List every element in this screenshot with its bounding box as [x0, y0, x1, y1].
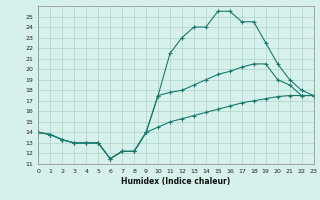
X-axis label: Humidex (Indice chaleur): Humidex (Indice chaleur): [121, 177, 231, 186]
